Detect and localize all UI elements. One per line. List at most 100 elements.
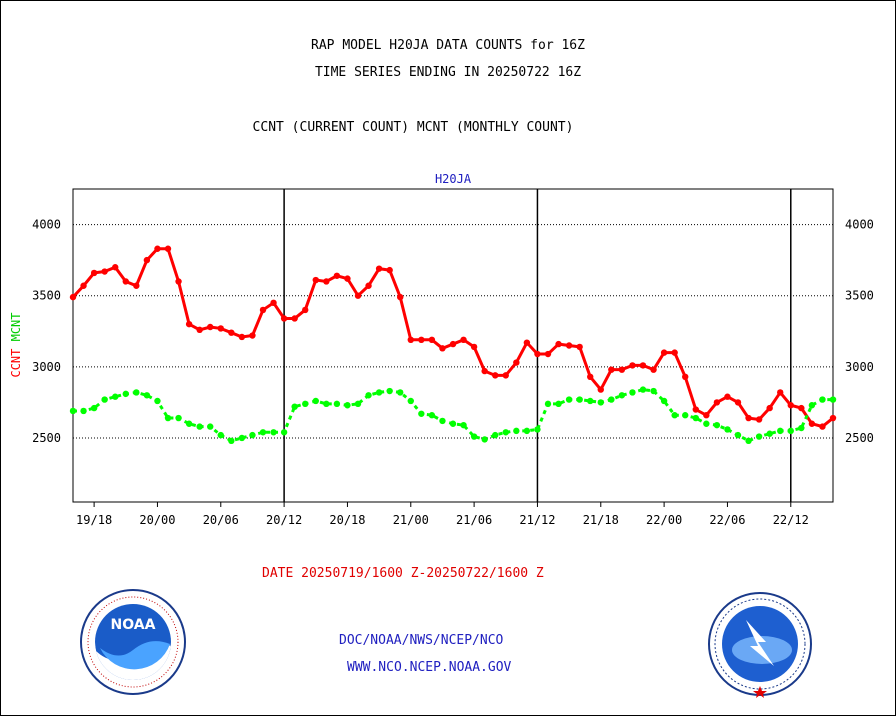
data-point-mcnt <box>259 429 267 436</box>
data-point-ccnt <box>777 389 784 396</box>
data-point-mcnt <box>122 390 129 398</box>
data-point-ccnt <box>217 325 224 332</box>
data-point-ccnt <box>618 366 626 373</box>
x-tick-label: 20/12 <box>266 513 302 527</box>
data-point-ccnt <box>164 245 172 252</box>
data-point-mcnt <box>777 427 784 435</box>
data-point-mcnt <box>386 387 393 395</box>
data-point-mcnt <box>185 420 193 427</box>
website-link[interactable]: WWW.NCO.NCEP.NOAA.GOV <box>347 660 512 675</box>
svg-text:NOAA: NOAA <box>111 617 156 633</box>
data-point-ccnt <box>481 367 488 375</box>
data-point-ccnt <box>249 332 256 339</box>
date-range-label: DATE 20250719/1600 Z-20250722/1600 Z <box>262 566 544 581</box>
y-tick-label-left: 3500 <box>32 289 61 303</box>
data-point-mcnt <box>418 410 425 417</box>
data-point-ccnt <box>428 336 436 344</box>
data-point-mcnt <box>323 400 330 408</box>
data-point-ccnt <box>291 315 298 322</box>
data-point-ccnt <box>90 269 98 277</box>
data-point-mcnt <box>302 400 309 408</box>
data-point-mcnt <box>397 389 404 396</box>
data-point-ccnt <box>587 373 594 380</box>
data-point-mcnt <box>470 433 478 440</box>
data-point-ccnt <box>692 406 699 413</box>
data-point-ccnt <box>639 362 647 369</box>
data-point-mcnt <box>766 430 773 437</box>
data-point-ccnt <box>523 339 531 346</box>
data-point-ccnt <box>175 278 182 285</box>
data-point-mcnt <box>354 400 362 408</box>
data-point-ccnt <box>270 299 277 307</box>
data-point-ccnt <box>143 256 151 264</box>
data-point-ccnt <box>112 264 119 271</box>
data-point-ccnt <box>660 349 668 356</box>
series-line-mcnt <box>73 388 833 443</box>
data-point-mcnt <box>217 431 224 439</box>
x-tick-label: 21/12 <box>519 513 555 527</box>
data-point-mcnt <box>787 427 794 435</box>
chart-title-line-1: RAP MODEL H20JA DATA COUNTS for 16Z <box>311 38 585 53</box>
data-point-ccnt <box>280 315 288 322</box>
data-point-ccnt <box>80 282 87 289</box>
data-point-mcnt <box>565 396 573 403</box>
data-point-mcnt <box>534 426 541 433</box>
data-point-mcnt <box>829 396 837 403</box>
data-point-mcnt <box>407 397 414 405</box>
y-tick-label-left: 2500 <box>32 431 61 445</box>
x-tick-label: 21/00 <box>393 513 429 527</box>
data-point-mcnt <box>755 433 763 440</box>
data-point-mcnt <box>724 426 731 433</box>
data-point-ccnt <box>629 362 636 369</box>
y-tick-label-right: 4000 <box>845 218 874 232</box>
data-point-mcnt <box>439 417 446 425</box>
data-point-mcnt <box>460 421 467 429</box>
data-point-mcnt <box>228 437 235 445</box>
x-tick-label: 20/18 <box>329 513 365 527</box>
data-point-mcnt <box>692 414 699 422</box>
org-link[interactable]: DOC/NOAA/NWS/NCEP/NCO <box>339 633 504 648</box>
data-point-mcnt <box>597 399 604 406</box>
data-point-mcnt <box>639 386 647 393</box>
data-point-mcnt <box>745 437 752 445</box>
data-point-ccnt <box>386 266 393 274</box>
data-point-ccnt <box>354 292 362 299</box>
data-point-mcnt <box>660 397 668 405</box>
data-point-mcnt <box>270 429 277 436</box>
series-line-ccnt <box>71 247 834 429</box>
data-point-ccnt <box>439 345 446 352</box>
data-point-ccnt <box>397 293 404 301</box>
data-point-ccnt <box>766 404 773 412</box>
data-point-ccnt <box>312 276 319 284</box>
data-point-ccnt <box>344 275 351 282</box>
data-point-ccnt <box>565 342 573 349</box>
data-point-mcnt <box>555 400 562 408</box>
data-point-mcnt <box>143 392 151 399</box>
data-point-mcnt <box>671 412 678 419</box>
data-point-ccnt <box>555 340 562 348</box>
data-point-mcnt <box>312 397 319 405</box>
data-point-mcnt <box>734 431 742 439</box>
data-point-ccnt <box>576 343 583 351</box>
x-tick-label: 22/12 <box>773 513 809 527</box>
data-point-mcnt <box>819 396 826 403</box>
data-point-ccnt <box>228 329 235 336</box>
data-point-ccnt <box>185 320 193 328</box>
data-point-ccnt <box>460 336 467 344</box>
data-point-ccnt <box>302 306 309 314</box>
data-point-mcnt <box>650 387 657 395</box>
data-point-ccnt <box>101 268 108 275</box>
data-point-mcnt <box>344 402 351 409</box>
data-point-mcnt <box>513 427 520 435</box>
data-point-mcnt <box>164 414 172 422</box>
data-point-mcnt <box>682 412 689 419</box>
data-point-ccnt <box>745 414 752 422</box>
data-point-mcnt <box>629 389 636 396</box>
data-point-ccnt <box>597 386 604 393</box>
data-point-mcnt <box>587 397 594 405</box>
data-point-mcnt <box>375 389 383 396</box>
data-point-ccnt <box>492 372 499 379</box>
data-point-mcnt <box>608 396 615 403</box>
data-point-ccnt <box>671 349 678 356</box>
